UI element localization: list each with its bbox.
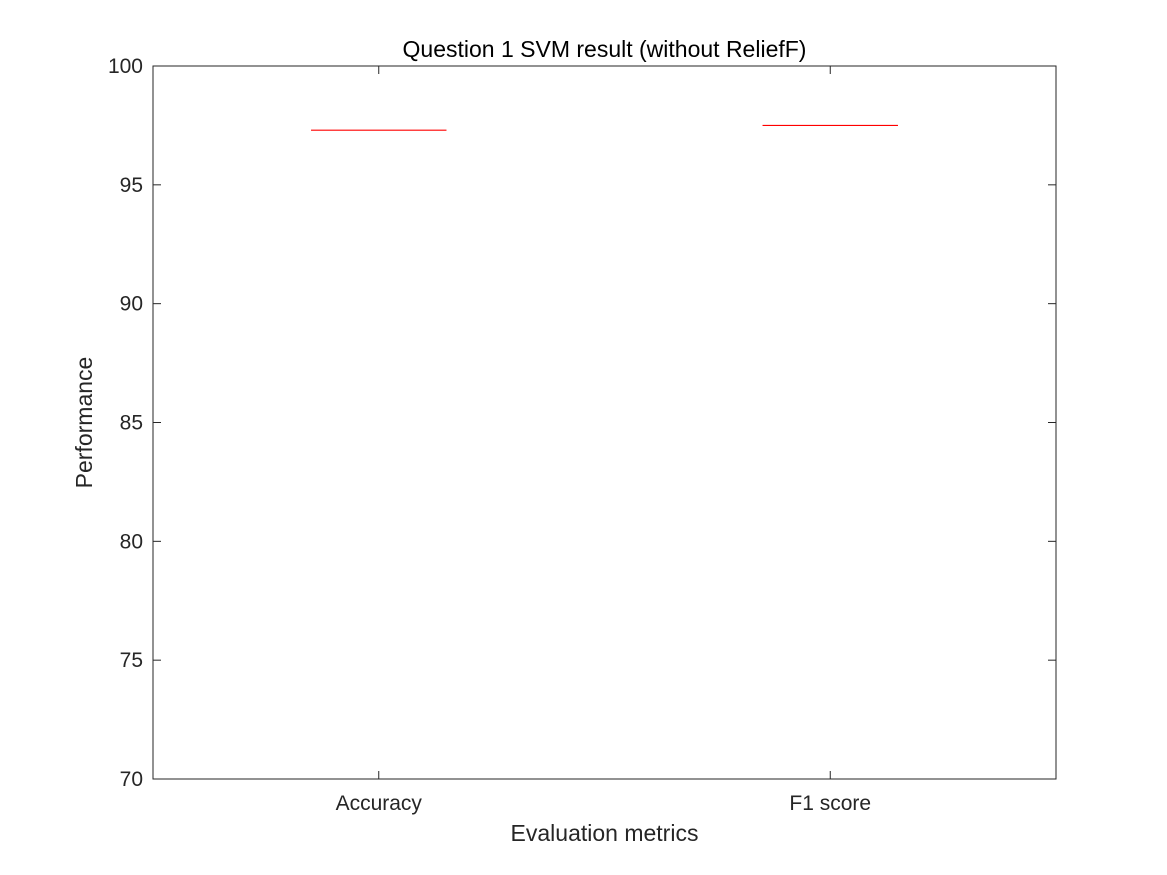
chart-marks: 70 75 80 85 90 95 100 Accuracy F1 score xyxy=(108,55,1056,815)
y-tick-label: 80 xyxy=(120,530,143,553)
y-axis-label: Performance xyxy=(71,357,97,489)
y-tick-label: 95 xyxy=(120,174,143,197)
x-axis-label: Evaluation metrics xyxy=(511,820,699,846)
x-tick-label: Accuracy xyxy=(336,792,423,815)
y-tick-label: 90 xyxy=(120,293,143,316)
y-tick-label: 70 xyxy=(120,768,143,791)
y-tick-label: 75 xyxy=(120,649,143,672)
plot-area xyxy=(152,65,1057,780)
x-tick-label: F1 score xyxy=(789,792,871,815)
y-tick-label: 100 xyxy=(108,55,143,78)
chart-title: Question 1 SVM result (without ReliefF) xyxy=(403,36,807,62)
y-tick-label: 85 xyxy=(120,412,143,435)
